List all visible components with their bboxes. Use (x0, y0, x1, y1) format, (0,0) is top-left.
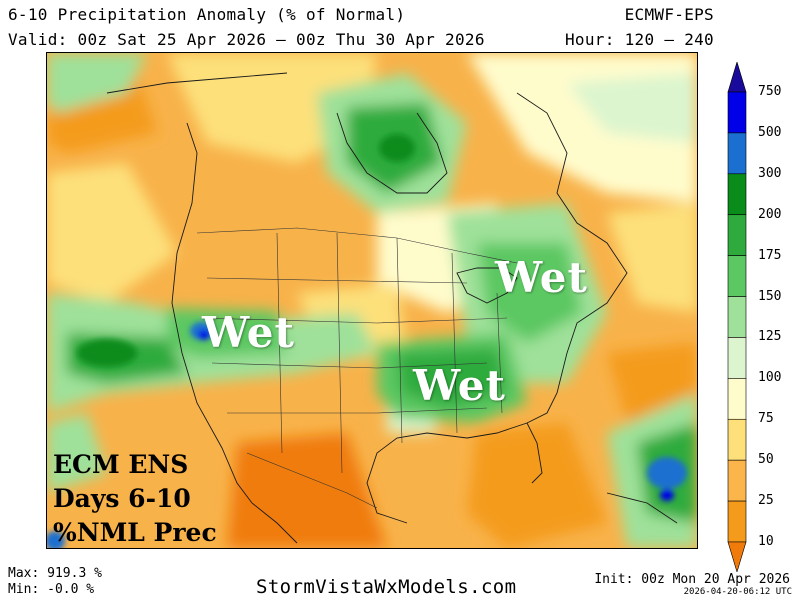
colorbar-tick-label: 750 (758, 84, 782, 99)
forecast-hours: Hour: 120 — 240 (565, 30, 714, 49)
max-value: Max: 919.3 % (8, 566, 102, 581)
valid-period: Valid: 00z Sat 25 Apr 2026 — 00z Thu 30 … (8, 30, 485, 49)
colorbar-tick-label: 200 (758, 206, 782, 222)
political-borders (196, 227, 518, 509)
caribbean (606, 492, 678, 524)
colorbar-tick-label: 125 (758, 329, 782, 345)
hudson-bay (336, 112, 448, 194)
colorbar-tick-label: 500 (758, 124, 782, 140)
min-value: Min: -0.0 % (8, 582, 95, 597)
wet-label-southeast: Wet (413, 361, 506, 410)
colorbar-box (727, 418, 747, 461)
us-mexico-border (246, 452, 378, 509)
colorbar-top-tip (727, 62, 747, 93)
alaska-coast (106, 72, 288, 94)
colorbar-tick-label: 50 (758, 452, 774, 468)
model-name: ECMWF-EPS (624, 5, 714, 24)
wet-label-west: Wet (202, 308, 295, 357)
map-title: 6-10 Precipitation Anomaly (% of Normal) (8, 5, 406, 24)
colorbar-tick-label: 10 (758, 534, 774, 549)
colorbar-box (727, 255, 747, 297)
colorbar-box (727, 214, 747, 256)
florida (526, 422, 543, 484)
colorbar-box (727, 132, 747, 175)
colorbar-box (727, 296, 747, 338)
init-time: Init: 00z Mon 20 Apr 2026 (594, 572, 790, 587)
anomaly-map-graphic (47, 53, 697, 548)
colorbar-tick-label: 175 (758, 247, 782, 263)
anomaly-field (47, 53, 697, 548)
caption-line-3: %NML Prec (53, 518, 217, 547)
colorbar-tick-label: 75 (758, 411, 774, 427)
colorbar-box (727, 378, 747, 420)
caption-line-1: ECM ENS (53, 450, 189, 479)
generation-stamp: 2026-04-20-06:12 UTC (683, 587, 792, 597)
colorbar-box (727, 459, 747, 502)
east-coast (516, 92, 628, 424)
great-lakes (456, 267, 518, 304)
map-caption: ECM ENS Days 6-10 %NML Prec (53, 448, 217, 548)
colorbar-box (727, 500, 747, 543)
colorbar-tick-label: 100 (758, 370, 782, 386)
colorbar-graphic (727, 62, 747, 572)
colorbar-tick-label: 150 (758, 288, 782, 304)
anomaly-peaks (47, 134, 687, 548)
colorbar-tick-label: 25 (758, 493, 774, 509)
colorbar-box (727, 91, 747, 134)
mexico-pacific (251, 502, 298, 544)
map-outlines (106, 72, 678, 544)
site-credit: StormVistaWxModels.com (256, 576, 517, 598)
colorbar-tick-label: 300 (758, 165, 782, 181)
wet-label-northeast: Wet (495, 253, 588, 302)
colorbar: 750 500 300 200 175 150 125 100 75 50 25 10 (718, 62, 800, 572)
colorbar-box (727, 173, 747, 216)
west-coast (171, 122, 253, 504)
gulf-coast (366, 422, 528, 524)
colorbar-box (727, 337, 747, 379)
anomaly-map: Wet Wet Wet ECM ENS Days 6-10 %NML Prec (46, 52, 698, 549)
colorbar-bottom-tip (727, 541, 747, 572)
caption-line-2: Days 6-10 (53, 484, 191, 513)
